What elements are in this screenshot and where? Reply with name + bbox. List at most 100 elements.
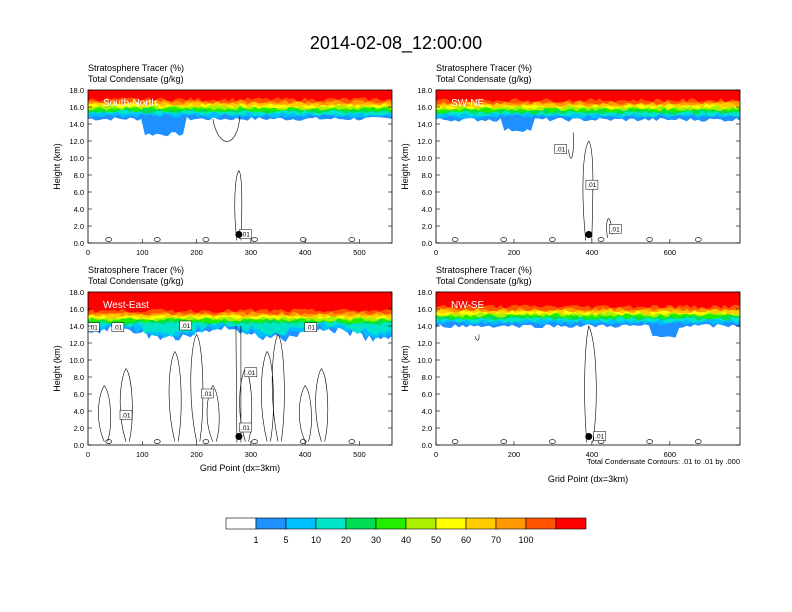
contour-label-box bbox=[585, 179, 599, 190]
xtick-label: 400 bbox=[586, 450, 599, 459]
colorbar-label: 60 bbox=[461, 535, 471, 545]
contour-label: .01 bbox=[306, 325, 315, 332]
ytick-label: 10.0 bbox=[417, 154, 432, 163]
tracer-field: .01 bbox=[436, 292, 740, 444]
subtitle-condensate: Total Condensate (g/kg) bbox=[88, 276, 184, 286]
xtick-label: 400 bbox=[299, 450, 312, 459]
contour-label-box bbox=[554, 144, 567, 154]
ytick-label: 16.0 bbox=[417, 103, 432, 112]
ytick-label: 4.0 bbox=[422, 205, 432, 214]
contour-label-box bbox=[239, 422, 252, 433]
ytick-label: 8.0 bbox=[74, 171, 84, 180]
ytick-label: 8.0 bbox=[422, 373, 432, 382]
colorbar-swatch bbox=[345, 517, 377, 530]
panel-label: SW-NE bbox=[451, 98, 484, 109]
contour-label: .01 bbox=[556, 147, 565, 154]
colorbar-swatch bbox=[255, 517, 287, 530]
condensate-contours bbox=[105, 115, 356, 242]
xtick-label: 600 bbox=[664, 248, 677, 257]
colorbar-label: 40 bbox=[401, 535, 411, 545]
contour-label-box bbox=[88, 322, 100, 332]
contour-label: .01 bbox=[113, 325, 122, 332]
colorbar-swatch bbox=[225, 517, 257, 530]
colorbar-label: 50 bbox=[431, 535, 441, 545]
condensate-contours bbox=[451, 132, 702, 242]
ytick-label: 12.0 bbox=[69, 137, 84, 146]
ytick-label: 0.0 bbox=[74, 239, 84, 248]
ytick-label: 12.0 bbox=[417, 137, 432, 146]
ytick-label: 14.0 bbox=[417, 120, 432, 129]
panel-label: South-North bbox=[103, 98, 157, 109]
colorbar-label: 70 bbox=[491, 535, 501, 545]
xtick-label: 200 bbox=[508, 450, 521, 459]
ytick-label: 18.0 bbox=[417, 288, 432, 297]
contour-label-box bbox=[244, 367, 258, 377]
ytick-label: 4.0 bbox=[74, 205, 84, 214]
colorbar-swatch bbox=[525, 517, 557, 530]
x-axis-label: Grid Point (dx=3km) bbox=[548, 474, 628, 484]
main-title: 2014-02-08_12:00:00 bbox=[310, 33, 482, 54]
ytick-label: 4.0 bbox=[74, 407, 84, 416]
ytick-label: 8.0 bbox=[74, 373, 84, 382]
tracer-field: .01 .01 .01 bbox=[436, 90, 740, 242]
xtick-label: 600 bbox=[664, 450, 677, 459]
ytick-label: 2.0 bbox=[422, 424, 432, 433]
plot-frame bbox=[435, 291, 741, 446]
colorbar-swatch bbox=[375, 517, 407, 530]
contour-label-box bbox=[111, 322, 125, 332]
colorbar-label: 5 bbox=[283, 535, 288, 545]
x-axis-label: Grid Point (dx=3km) bbox=[200, 463, 280, 473]
ytick-label: 8.0 bbox=[422, 171, 432, 180]
xtick-label: 0 bbox=[434, 450, 438, 459]
xtick-label: 500 bbox=[353, 248, 366, 257]
y-axis-label: Height (km) bbox=[400, 143, 410, 190]
ytick-label: 16.0 bbox=[417, 305, 432, 314]
ytick-label: 6.0 bbox=[74, 188, 84, 197]
xtick-label: 200 bbox=[190, 248, 203, 257]
xtick-label: 500 bbox=[353, 450, 366, 459]
colorbar-swatch bbox=[315, 517, 347, 530]
contour-label: .01 bbox=[203, 391, 212, 398]
subtitle-tracer: Stratosphere Tracer (%) bbox=[436, 63, 532, 73]
subtitle-tracer: Stratosphere Tracer (%) bbox=[88, 63, 184, 73]
contour-label: .01 bbox=[587, 182, 596, 189]
contour-note: Total Condensate Contours: .01 to .01 by… bbox=[587, 457, 740, 466]
contour-label-box bbox=[201, 388, 214, 399]
ytick-label: 6.0 bbox=[422, 390, 432, 399]
location-marker bbox=[585, 231, 593, 238]
panel-sw-ne: Stratosphere Tracer (%)Total Condensate … bbox=[400, 63, 741, 257]
panel-south-north: Stratosphere Tracer (%)Total Condensate … bbox=[52, 63, 393, 257]
subtitle-condensate: Total Condensate (g/kg) bbox=[436, 74, 532, 84]
panel-west-east: Stratosphere Tracer (%)Total Condensate … bbox=[52, 265, 393, 473]
condensate-contours bbox=[98, 325, 356, 444]
colorbar: 1 5 10 20 30 40 50 60 70 100 bbox=[225, 517, 587, 545]
panel-label: NW-SE bbox=[451, 300, 484, 311]
ytick-label: 14.0 bbox=[417, 322, 432, 331]
subtitle-condensate: Total Condensate (g/kg) bbox=[436, 276, 532, 286]
ytick-label: 2.0 bbox=[74, 424, 84, 433]
y-axis-label: Height (km) bbox=[52, 345, 62, 392]
y-axis-label: Height (km) bbox=[400, 345, 410, 392]
ytick-label: 6.0 bbox=[74, 390, 84, 399]
colorbar-label: 30 bbox=[371, 535, 381, 545]
subtitle-tracer: Stratosphere Tracer (%) bbox=[88, 265, 184, 275]
ytick-label: 0.0 bbox=[422, 239, 432, 248]
ytick-label: 18.0 bbox=[417, 86, 432, 95]
plot-frame bbox=[435, 89, 741, 244]
xtick-label: 400 bbox=[586, 248, 599, 257]
plot-frame bbox=[87, 89, 393, 244]
condensate-contours bbox=[451, 325, 702, 444]
ytick-label: 10.0 bbox=[69, 154, 84, 163]
xtick-label: 300 bbox=[245, 248, 258, 257]
subtitle-condensate: Total Condensate (g/kg) bbox=[88, 74, 184, 84]
xtick-label: 400 bbox=[299, 248, 312, 257]
contour-label: .01 bbox=[595, 434, 604, 441]
colorbar-swatch bbox=[285, 517, 317, 530]
y-axis-label: Height (km) bbox=[52, 143, 62, 190]
colorbar-swatch bbox=[405, 517, 437, 530]
tracer-band-10 bbox=[88, 292, 392, 313]
panel-nw-se: Stratosphere Tracer (%)Total Condensate … bbox=[400, 265, 741, 484]
xtick-label: 200 bbox=[508, 248, 521, 257]
contour-label: .01 bbox=[121, 412, 130, 419]
